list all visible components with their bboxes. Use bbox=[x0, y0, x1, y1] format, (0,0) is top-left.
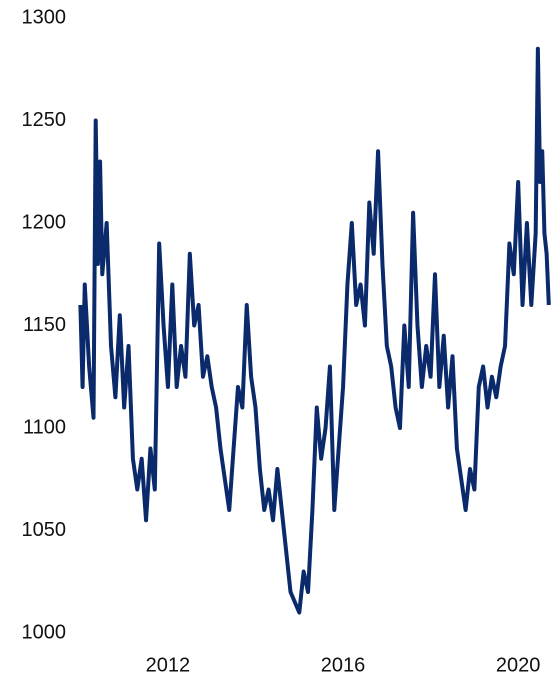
y-tick-label: 1050 bbox=[22, 519, 67, 541]
y-tick-label: 1150 bbox=[23, 314, 66, 336]
x-tick-label: 2012 bbox=[146, 654, 191, 676]
y-tick-label: 1300 bbox=[22, 6, 67, 28]
y-tick-label: 1000 bbox=[22, 621, 67, 643]
x-tick-label: 2016 bbox=[321, 654, 366, 676]
y-tick-label: 1200 bbox=[22, 211, 67, 233]
y-tick-label: 1100 bbox=[23, 416, 66, 438]
x-tick-label: 2020 bbox=[496, 654, 541, 676]
y-tick-label: 1250 bbox=[22, 109, 67, 131]
line bbox=[78, 46, 551, 615]
